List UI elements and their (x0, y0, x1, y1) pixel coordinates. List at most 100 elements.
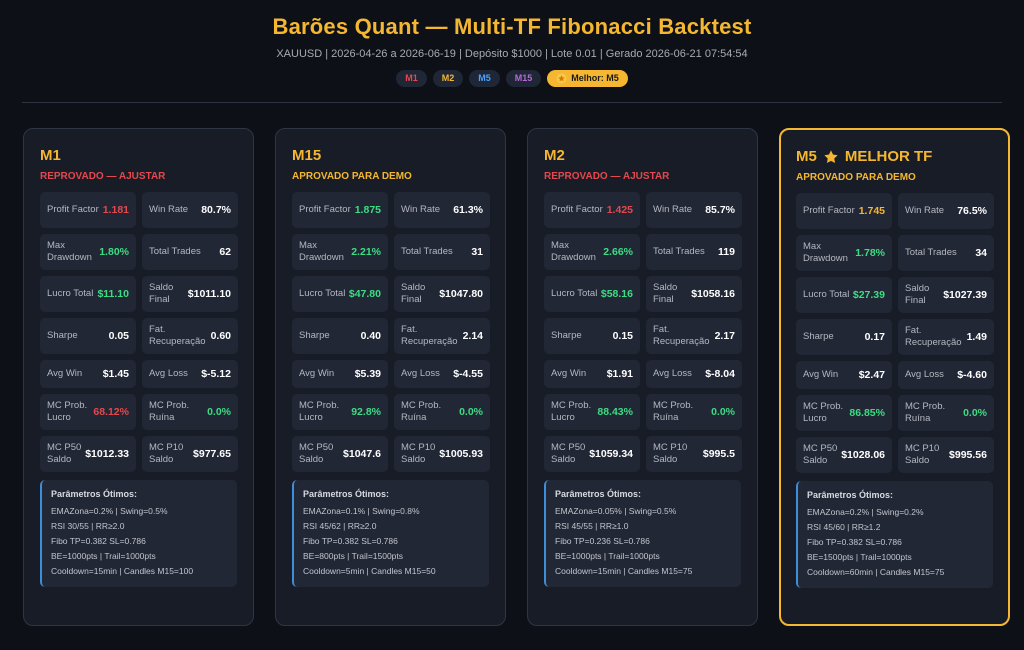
metric-label: Total Trades (401, 246, 453, 257)
status-badge: REPROVADO — AJUSTAR (544, 171, 670, 182)
metric-label: MC Prob. Ruína (149, 400, 190, 423)
metric-value: $-8.04 (705, 368, 735, 380)
card-m5: M5 MELHOR TF APROVADO PARA DEMO Profit Fact… (779, 128, 1010, 626)
metric-label: MC Prob. Ruína (401, 400, 442, 423)
metric-mc-p50-saldo: MC P50 Saldo $1059.34 (544, 436, 640, 472)
metric-value: $1005.93 (439, 448, 483, 460)
metric-value: $-4.55 (453, 368, 483, 380)
metric-mc-prob-ru-na: MC Prob. Ruína 0.0% (898, 395, 994, 431)
metric-label: Win Rate (653, 204, 693, 215)
param-line: Cooldown=15min | Candles M15=75 (555, 566, 693, 576)
metric-total-trades: Total Trades 34 (898, 235, 994, 271)
badge-m5: M5 (469, 70, 500, 87)
param-line: Fibo TP=0.382 SL=0.786 (51, 536, 146, 546)
metric-label: Saldo Final (905, 283, 930, 306)
metric-value: 1.49 (966, 331, 987, 343)
metric-mc-prob-ru-na: MC Prob. Ruína 0.0% (142, 394, 238, 430)
metric-label: Total Trades (653, 246, 705, 257)
metric-value: $977.65 (193, 448, 231, 460)
metric-win-rate: Win Rate 61.3% (394, 192, 490, 228)
metric-label: Total Trades (905, 247, 957, 258)
report-subtitle: XAUUSD | 2026-04-26 a 2026-06-19 | Depós… (276, 48, 748, 60)
metric-value: 2.21% (351, 246, 381, 258)
metric-win-rate: Win Rate 76.5% (898, 193, 994, 229)
metrics-grid: Profit Factor 1.425 Win Rate 85.7% Max Drawd… (544, 192, 742, 472)
star-icon (824, 149, 838, 163)
metric-label: MC P50 Saldo (299, 442, 334, 465)
metric-mc-prob-ru-na: MC Prob. Ruína 0.0% (646, 394, 742, 430)
metric-label: Max Drawdown (803, 241, 848, 264)
metric-label: MC P10 Saldo (401, 442, 436, 465)
metric-value: $1047.80 (439, 288, 483, 300)
metric-label: MC Prob. Lucro (551, 400, 592, 423)
metric-lucro-total: Lucro Total $47.80 (292, 276, 388, 312)
metric-value: 0.17 (864, 331, 885, 343)
metric-value: 80.7% (201, 204, 231, 216)
metric-value: 1.80% (99, 246, 129, 258)
metric-max-drawdown: Max Drawdown 2.66% (544, 234, 640, 270)
card-m2: M2 REPROVADO — AJUSTAR Profit Factor 1.425 W… (527, 128, 758, 626)
metric-profit-factor: Profit Factor 1.875 (292, 192, 388, 228)
metric-value: 1.181 (102, 204, 129, 216)
badge-m1: M1 (396, 70, 427, 87)
metric-label: Profit Factor (47, 204, 99, 215)
metrics-grid: Profit Factor 1.181 Win Rate 80.7% Max Drawd… (40, 192, 238, 472)
metric-value: 0.0% (459, 406, 483, 418)
metric-label: Lucro Total (803, 289, 850, 300)
metric-fat-recupera-o: Fat. Recuperação 1.49 (898, 319, 994, 355)
metric-value: 0.60 (210, 330, 231, 342)
badge-m2: M2 (432, 70, 464, 87)
metric-label: Profit Factor (299, 204, 351, 215)
metric-label: MC Prob. Ruína (653, 400, 694, 423)
metric-label: Win Rate (401, 204, 441, 215)
param-line: EMAZona=0.2% | Swing=0.2% (807, 507, 924, 517)
metric-label: Sharpe (299, 330, 330, 341)
param-line: Fibo TP=0.236 SL=0.786 (555, 536, 650, 546)
metric-label: Fat. Recuperação (149, 324, 206, 347)
metric-label: Sharpe (803, 331, 834, 342)
metric-mc-p10-saldo: MC P10 Saldo $977.65 (142, 436, 238, 472)
metric-label: Total Trades (149, 246, 201, 257)
metric-win-rate: Win Rate 85.7% (646, 192, 742, 228)
optimal-params: Parâmetros Ótimos: EMAZona=0.2% | Swing=0… (796, 481, 993, 588)
metric-value: $1027.39 (943, 289, 987, 301)
metrics-grid: Profit Factor 1.745 Win Rate 76.5% Max Drawd… (796, 193, 994, 473)
card-title: M1 (40, 147, 237, 164)
metric-value: 34 (975, 247, 987, 259)
param-line: BE=1500pts | Trail=1000pts (807, 552, 912, 562)
metric-label: Avg Win (299, 368, 335, 379)
metric-mc-p50-saldo: MC P50 Saldo $1047.6 (292, 436, 388, 472)
metric-value: $1011.10 (187, 288, 231, 300)
header-divider (22, 102, 1002, 103)
metric-value: $1.91 (606, 368, 633, 380)
card-title-label: M2 (544, 147, 565, 164)
param-line: Cooldown=15min | Candles M15=100 (51, 566, 194, 576)
metric-label: MC Prob. Lucro (47, 400, 88, 423)
metric-value: $1047.6 (343, 448, 381, 460)
metric-value: 1.875 (354, 204, 381, 216)
metric-label: Max Drawdown (551, 240, 596, 263)
metric-value: 88.43% (597, 406, 633, 418)
metric-label: MC P10 Saldo (149, 442, 184, 465)
star-icon (556, 73, 567, 84)
metric-mc-p10-saldo: MC P10 Saldo $995.56 (898, 437, 994, 473)
metric-sharpe: Sharpe 0.17 (796, 319, 892, 355)
metric-mc-p50-saldo: MC P50 Saldo $1028.06 (796, 437, 892, 473)
metric-label: Lucro Total (551, 288, 598, 299)
metric-label: Fat. Recuperação (401, 324, 458, 347)
metric-label: MC P50 Saldo (551, 442, 586, 465)
metric-value: 0.05 (108, 330, 129, 342)
metric-mc-prob-lucro: MC Prob. Lucro 68.12% (40, 394, 136, 430)
timeframe-cards: M1 REPROVADO — AJUSTAR Profit Factor 1.181 W… (23, 128, 1010, 626)
metric-sharpe: Sharpe 0.40 (292, 318, 388, 354)
metric-value: $11.10 (97, 288, 129, 300)
metric-value: 31 (471, 246, 483, 258)
metric-value: $27.39 (852, 289, 885, 301)
metric-profit-factor: Profit Factor 1.745 (796, 193, 892, 229)
timeframe-badges: M1 M2 M5 M15 Melhor: M5 (0, 70, 1024, 87)
metric-label: Win Rate (149, 204, 189, 215)
best-tf-label: MELHOR TF (844, 148, 933, 165)
status-badge: APROVADO PARA DEMO (292, 171, 412, 182)
metric-value: $58.16 (600, 288, 633, 300)
metric-label: Profit Factor (803, 205, 855, 216)
